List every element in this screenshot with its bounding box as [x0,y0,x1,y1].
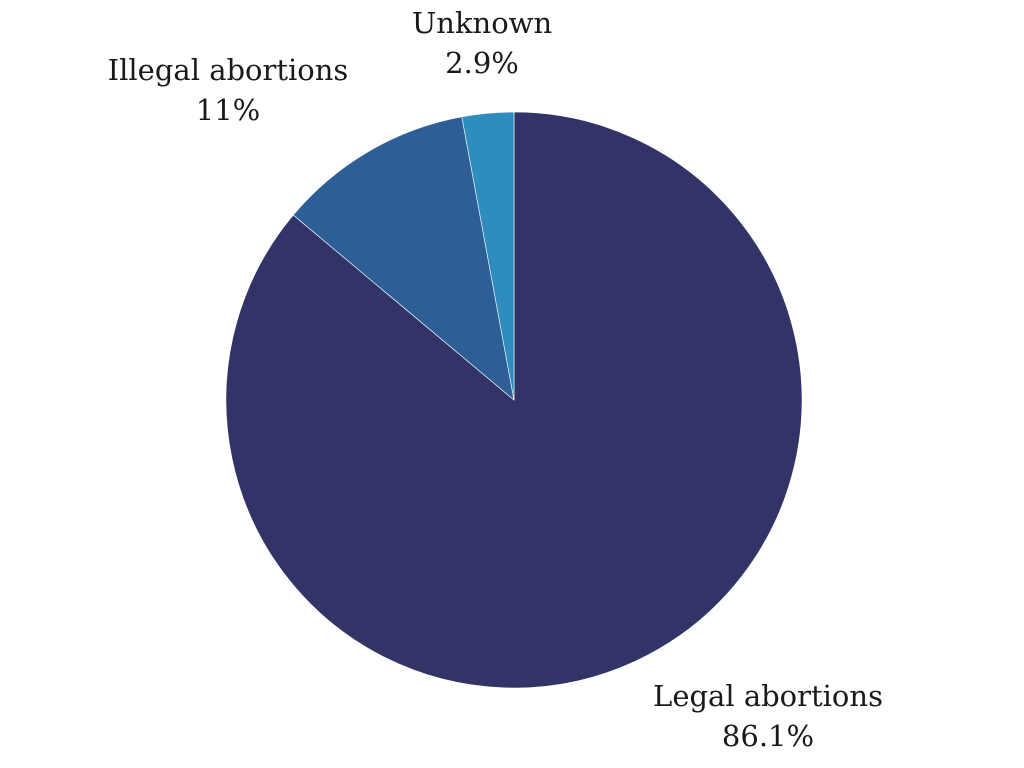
slice-label-illegal-abortions: Illegal abortions 11% [108,50,349,130]
pie-slice-illegal-abortions [292,116,515,401]
slice-label-name: Illegal abortions [107,53,349,87]
slice-label-unknown: Unknown 2.9% [412,3,552,83]
pie-slice-unknown [461,111,515,401]
slice-label-name: Unknown [411,6,553,40]
slice-label-value: 2.9% [445,46,519,80]
slice-label-legal-abortions: Legal abortions 86.1% [653,676,883,756]
slice-label-name: Legal abortions [653,679,883,713]
slice-label-value: 11% [195,93,261,127]
slice-label-value: 86.1% [721,719,815,753]
